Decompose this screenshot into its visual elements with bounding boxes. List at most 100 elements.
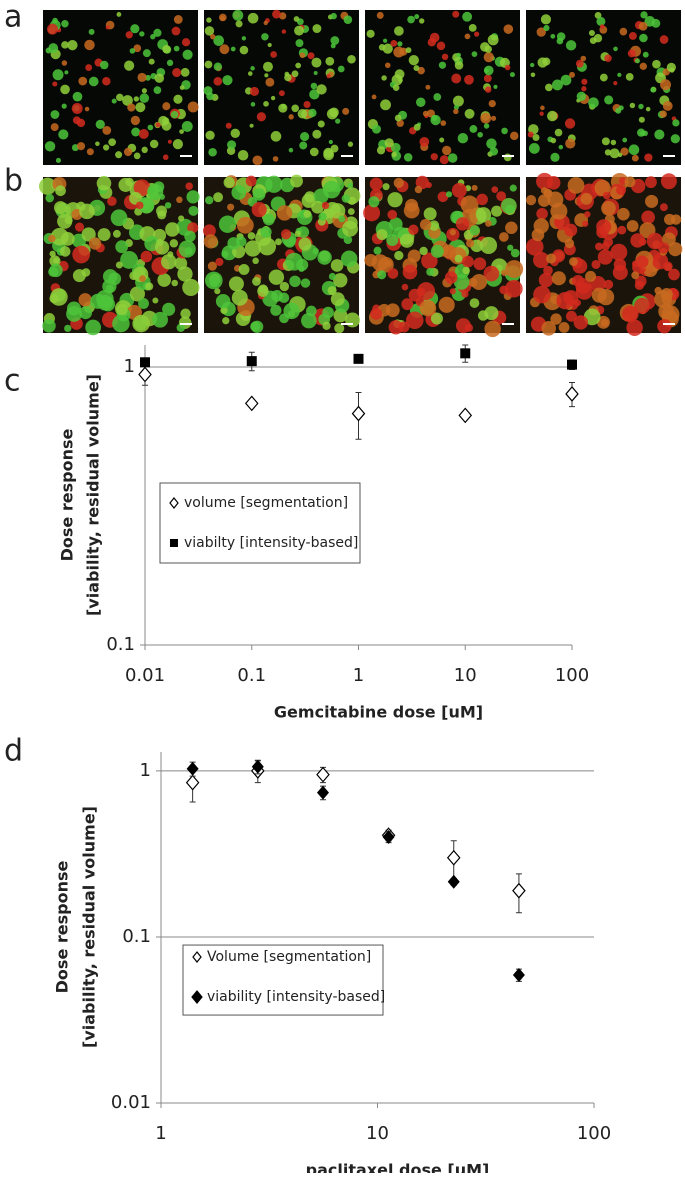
cell <box>112 229 121 238</box>
cell <box>138 298 149 309</box>
cell <box>471 51 478 58</box>
cell <box>428 220 440 231</box>
cell <box>572 274 584 287</box>
cell <box>383 38 388 43</box>
cell <box>392 84 400 91</box>
cell <box>141 88 147 94</box>
cell <box>645 106 651 112</box>
cell <box>297 108 308 119</box>
cell <box>505 260 524 278</box>
cell <box>42 319 56 333</box>
cell <box>581 78 588 85</box>
cell <box>634 297 651 314</box>
x-tick-label: 100 <box>577 1123 611 1144</box>
legend-marker <box>170 539 178 547</box>
cell <box>337 65 345 73</box>
cell <box>550 152 560 162</box>
cell <box>309 89 320 100</box>
cell <box>419 246 428 256</box>
cell <box>659 110 667 118</box>
cell <box>533 251 550 269</box>
cell <box>453 108 459 115</box>
cell <box>583 308 601 326</box>
cell <box>449 229 457 236</box>
cell <box>145 282 154 291</box>
cell <box>209 278 219 288</box>
cell <box>417 282 436 301</box>
cell <box>55 157 61 163</box>
cell <box>645 194 659 208</box>
cell <box>462 255 474 268</box>
cell <box>468 24 477 32</box>
cell <box>129 286 145 302</box>
marker <box>244 395 259 412</box>
cell <box>452 10 460 18</box>
cell <box>377 256 394 273</box>
cell <box>176 196 183 204</box>
cell <box>394 250 404 261</box>
cell <box>188 205 199 216</box>
marker <box>140 357 150 368</box>
cell <box>651 18 661 28</box>
cell <box>603 279 614 290</box>
cell <box>60 84 70 95</box>
cell <box>487 34 499 46</box>
cell <box>390 39 398 47</box>
cell <box>588 29 595 36</box>
cell <box>298 237 312 251</box>
cell <box>672 119 680 127</box>
cell <box>52 17 58 24</box>
cell <box>180 67 190 77</box>
cell <box>423 207 437 221</box>
cell <box>231 289 248 306</box>
cell <box>503 24 514 34</box>
cell <box>249 123 254 128</box>
cell <box>483 123 490 129</box>
cell <box>504 64 511 71</box>
cell <box>431 114 438 122</box>
cell <box>550 202 568 220</box>
cell <box>449 288 456 295</box>
cell <box>638 21 648 31</box>
cell <box>330 259 344 272</box>
cell <box>543 188 553 198</box>
cell <box>394 114 402 122</box>
cell <box>135 102 146 113</box>
cell <box>76 142 86 151</box>
cell <box>219 44 230 55</box>
cell <box>252 257 259 265</box>
cell <box>252 188 266 201</box>
cell <box>599 73 608 82</box>
panel-label: d <box>4 734 23 769</box>
cell <box>72 245 90 264</box>
cell <box>664 213 676 226</box>
cell <box>473 257 487 271</box>
cell <box>235 236 247 247</box>
cell <box>333 273 348 288</box>
cell <box>131 127 141 137</box>
cell <box>96 175 112 191</box>
cell <box>290 174 303 188</box>
cell <box>403 153 413 162</box>
y-tick-label: 0.1 <box>106 634 135 655</box>
cell <box>662 101 673 111</box>
cell <box>153 28 162 37</box>
cell <box>84 106 90 112</box>
cell <box>501 127 508 135</box>
cell <box>387 192 403 208</box>
cell <box>72 116 81 125</box>
cell <box>88 237 102 250</box>
cell <box>139 275 146 282</box>
cell <box>185 182 193 190</box>
cell <box>241 36 247 41</box>
cell <box>622 137 628 143</box>
cell <box>491 205 503 217</box>
cell <box>49 293 59 304</box>
panel-label: b <box>4 164 23 199</box>
cell <box>652 59 661 69</box>
cell <box>149 139 159 149</box>
cell <box>422 110 429 117</box>
marker <box>186 761 199 776</box>
cell <box>384 62 391 68</box>
cell <box>464 108 475 119</box>
